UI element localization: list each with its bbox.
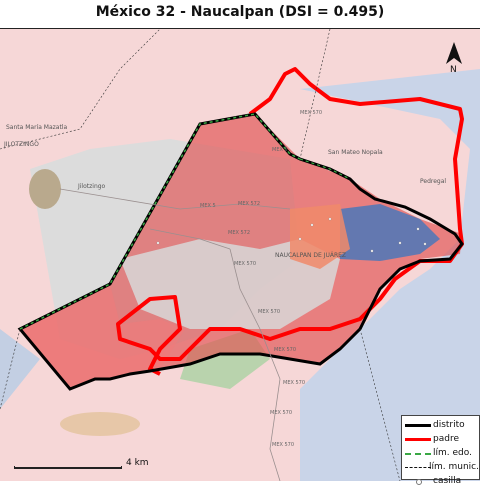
- legend-label: distrito: [433, 419, 465, 430]
- urban-area-left: [0, 329, 40, 409]
- casilla-point: [398, 241, 402, 245]
- road: [229, 248, 281, 481]
- legend-label: lím. munic.: [429, 461, 479, 472]
- place-label: Santa María Mazatla: [6, 124, 67, 131]
- casilla-point: [298, 237, 302, 241]
- road-label: MEX 572: [228, 230, 250, 236]
- scale-bar-line: [14, 466, 122, 469]
- road-label: MEX 570: [300, 110, 322, 116]
- casilla-point: [156, 241, 160, 245]
- casilla-point: [328, 217, 332, 221]
- legend-item-lim-munic: lím. munic.: [402, 461, 479, 472]
- legend-label: lím. edo.: [433, 447, 472, 458]
- hill-shade: [60, 412, 140, 436]
- road-label: MEX 5: [200, 203, 216, 209]
- legend-item-casilla: casilla: [402, 475, 479, 486]
- place-label: San Mateo Nopala: [328, 149, 383, 156]
- road-label: MEX 570: [234, 261, 256, 267]
- legend-item-padre: padre: [402, 433, 479, 444]
- place-label: NAUCALPAN DE JUÁREZ: [275, 252, 346, 259]
- casilla-point: [416, 227, 420, 231]
- salmon-zone: [290, 204, 350, 269]
- estado-boundary: [19, 113, 301, 330]
- casilla-point: [310, 223, 314, 227]
- legend-item-lim-edo: lím. edo.: [402, 447, 479, 458]
- legend-item-distrito: distrito: [402, 419, 479, 430]
- padre-boundary: [116, 67, 464, 376]
- road-label: MEX 572: [238, 201, 260, 207]
- map-legend: distrito padre lím. edo. lím. munic. cas…: [401, 415, 480, 486]
- urban-area: [300, 69, 480, 481]
- municipal-limit: [0, 29, 161, 150]
- road-label: MEX 570: [270, 410, 292, 416]
- legend-label: padre: [433, 433, 459, 444]
- road: [149, 228, 231, 250]
- map-canvas[interactable]: JILOTZINGO Jilotzingo Santa María Mazatl…: [0, 28, 480, 481]
- place-label: Jilotzingo: [77, 183, 106, 190]
- hill-shade: [29, 169, 61, 209]
- road-label: MEX 570: [272, 442, 294, 448]
- road-label: MEX 570: [283, 380, 305, 386]
- road: [59, 188, 291, 210]
- place-label: Pedregal: [420, 178, 446, 185]
- map-title: México 32 - Naucalpan (DSI = 0.495): [95, 4, 385, 20]
- north-arrow-icon: [446, 42, 462, 64]
- legend-label: casilla: [433, 475, 462, 486]
- road-label: MEX 5: [272, 147, 288, 153]
- scale-label: 4 km: [126, 458, 149, 468]
- estado-boundary-east: [299, 158, 351, 180]
- casilla-point: [370, 249, 374, 253]
- casilla-point: [423, 242, 427, 246]
- place-label: JILOTZINGO: [3, 141, 39, 148]
- road-label: MEX 570: [274, 347, 296, 353]
- north-label: N: [450, 65, 457, 75]
- blue-zone: [340, 204, 440, 261]
- north-arrow: N: [442, 40, 466, 80]
- district-light-zone: [20, 284, 185, 389]
- municipal-limit: [0, 328, 21, 410]
- road-label: MEX 570: [258, 309, 280, 315]
- casilla-points: [156, 217, 427, 253]
